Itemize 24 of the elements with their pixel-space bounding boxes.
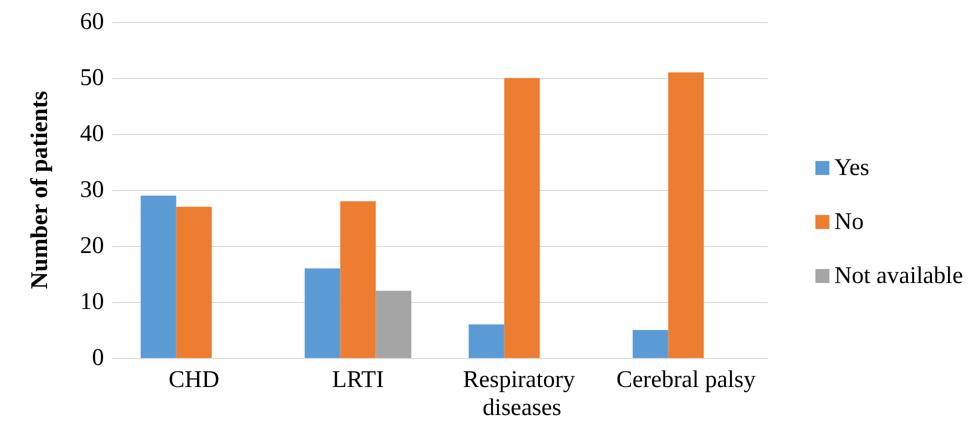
- bar: [504, 78, 540, 358]
- bar: [340, 201, 376, 358]
- legend-label: No: [834, 209, 864, 235]
- bar: [140, 196, 176, 358]
- y-tick-label: 20: [80, 233, 104, 259]
- bar: [632, 330, 668, 358]
- y-tick-label: 10: [80, 289, 104, 315]
- x-tick-label: Respiratory diseases: [463, 367, 581, 421]
- y-tick-label: 0: [92, 345, 104, 371]
- y-axis-title: Number of patients: [27, 90, 53, 290]
- y-tick-label: 60: [80, 9, 104, 35]
- x-tick-label: Cerebral palsy: [616, 367, 756, 393]
- bar: [376, 290, 412, 358]
- x-tick-label: CHD: [168, 367, 220, 393]
- legend-label: Not available: [834, 263, 964, 289]
- y-tick-label: 50: [80, 65, 104, 91]
- y-tick-label: 30: [80, 177, 104, 203]
- bar: [668, 72, 704, 358]
- bar: [176, 206, 212, 358]
- bar: [468, 324, 504, 358]
- bar: [304, 268, 340, 358]
- x-tick-label: LRTI: [332, 367, 384, 393]
- legend-label: Yes: [834, 155, 870, 181]
- y-tick-label: 40: [80, 121, 104, 147]
